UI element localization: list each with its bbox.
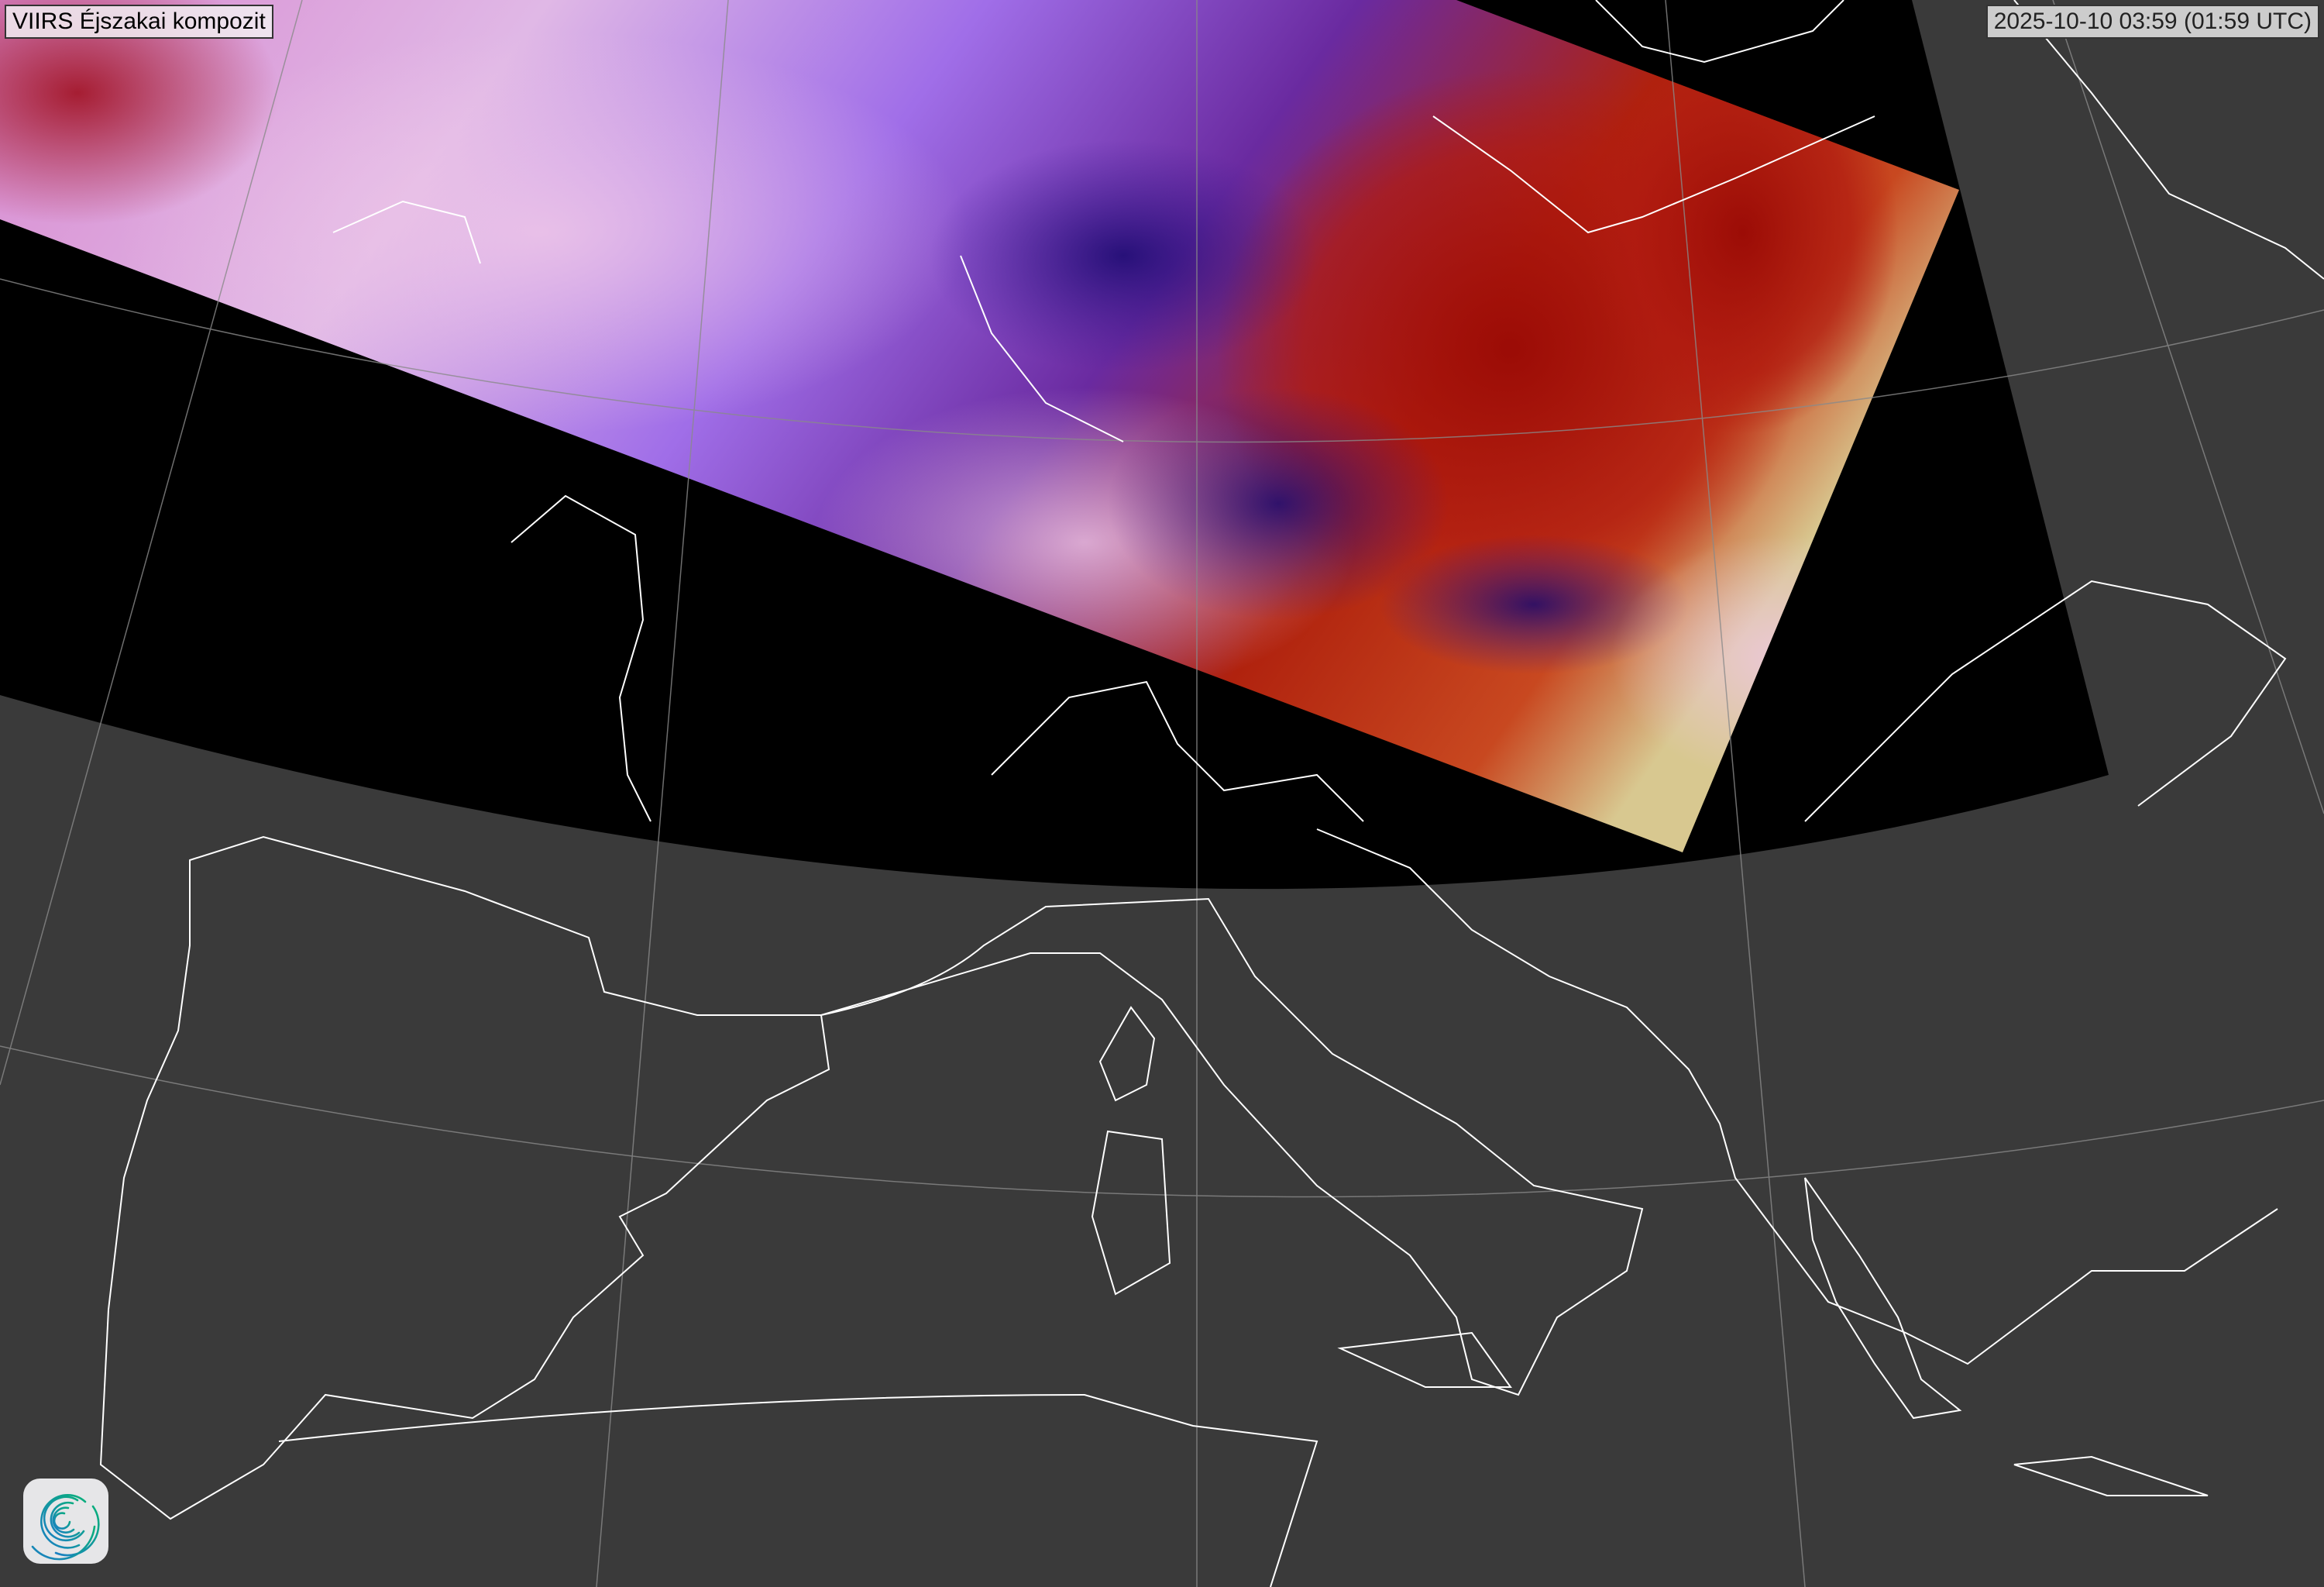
- coastlines: [99, 0, 2324, 1587]
- timestamp: 2025-10-10 03:59 (01:59 UTC): [1985, 5, 2319, 39]
- spiral-logo: [23, 1479, 108, 1564]
- spiral-logo-icon: [31, 1494, 100, 1561]
- product-title: VIIRS Éjszakai kompozit: [5, 5, 273, 39]
